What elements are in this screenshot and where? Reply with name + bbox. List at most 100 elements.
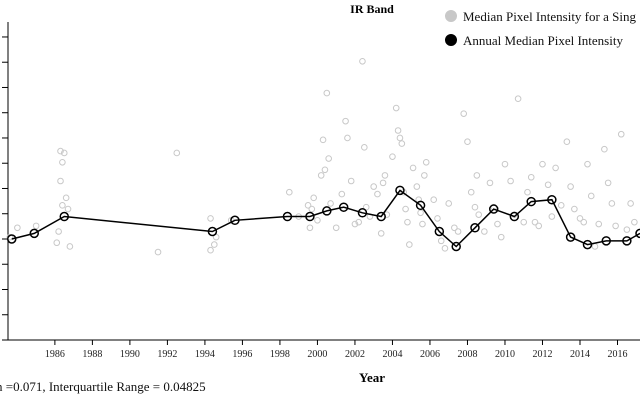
single-image-point [501, 160, 509, 168]
single-image-point [374, 190, 381, 198]
x-tick-label: 1994 [195, 349, 215, 360]
annual-median-point [395, 185, 405, 196]
single-image-point [552, 164, 559, 172]
annual-median-point [509, 211, 520, 222]
annual-median-point [547, 194, 557, 205]
single-image-point [413, 183, 421, 190]
single-image-point [351, 220, 359, 228]
annual-median-point [29, 228, 40, 239]
single-image-point [306, 224, 314, 232]
legend-label: Annual Median Pixel Intensity [463, 33, 623, 48]
annual-median-point [434, 226, 445, 237]
single-image-point [617, 130, 625, 138]
single-image-point [557, 202, 565, 209]
single-image-point [417, 209, 424, 217]
annual-median-point [230, 215, 240, 226]
single-image-point [507, 177, 514, 185]
single-image-point [527, 173, 535, 181]
single-image-point [154, 248, 162, 256]
single-image-point [57, 147, 64, 155]
single-image-point [535, 222, 543, 230]
annual-median-point [338, 202, 349, 212]
single-image-point [207, 246, 214, 254]
x-tick-label: 2002 [345, 349, 365, 360]
single-image-point [454, 228, 462, 235]
single-image-point [60, 149, 68, 157]
single-image-point [430, 196, 438, 204]
single-image-point [327, 200, 334, 207]
legend: Median Pixel Intensity for a Sing Annual … [445, 9, 636, 48]
single-image-point [422, 158, 430, 166]
annual-median-point [526, 196, 536, 207]
single-image-point [460, 110, 468, 117]
single-image-point [481, 228, 488, 235]
single-image-point [587, 192, 595, 200]
x-tick-label: 1998 [270, 349, 290, 360]
single-image-point [59, 158, 66, 166]
single-image-point [379, 179, 387, 187]
x-tick-label: 1986 [45, 349, 65, 360]
x-axis-title: Year [359, 370, 385, 385]
annual-median-point [488, 204, 499, 214]
single-image-point [389, 153, 396, 160]
chart-title: IR Band [350, 2, 394, 16]
x-tick-label: 1988 [82, 349, 102, 360]
single-image-point [451, 224, 458, 232]
single-image-point [392, 104, 400, 112]
single-image-point [14, 224, 21, 232]
single-image-point [404, 218, 411, 226]
single-image-point [310, 194, 317, 202]
single-image-point [563, 138, 571, 146]
single-image-point [57, 177, 64, 185]
x-tick-label: 2010 [495, 349, 515, 360]
single-image-point [608, 200, 616, 207]
single-image-point [441, 245, 449, 252]
single-image-point [347, 177, 355, 185]
single-image-point [567, 183, 574, 190]
single-image-point [584, 160, 591, 168]
x-tick-label: 1996 [232, 349, 252, 360]
single-image-point [59, 202, 66, 209]
single-image-point [383, 211, 391, 218]
single-image-point [531, 218, 539, 226]
single-image-point [32, 222, 40, 230]
footer-stats-text: n =0.071, Interquartile Range = 0.04825 [0, 379, 206, 394]
single-image-point [304, 202, 312, 209]
single-image-point [377, 230, 385, 237]
single-image-point [342, 117, 349, 125]
single-image-point [591, 243, 599, 250]
single-image-point [66, 243, 74, 250]
single-image-point [173, 149, 181, 157]
single-image-point [494, 220, 501, 228]
single-image-point [419, 220, 426, 228]
axes: 1986 1988 1990 1992 1994 1996 1998 2000 2002 2004… [2, 22, 640, 360]
single-image-point [520, 218, 528, 226]
single-image-point [6, 233, 14, 241]
single-image-point [612, 222, 619, 230]
single-image-point [319, 136, 327, 144]
single-image-point [53, 239, 61, 247]
single-image-point [323, 89, 331, 97]
annual-median-point [207, 226, 218, 237]
single-image-point [321, 166, 329, 174]
single-image-point [415, 196, 423, 204]
single-image-point [355, 218, 362, 226]
annual-median-point [357, 208, 368, 218]
single-image-point [548, 213, 556, 220]
single-image-point [409, 164, 417, 172]
single-image-point [631, 218, 638, 226]
annual-median-series [7, 185, 640, 252]
annual-median-line [11, 189, 640, 248]
annual-median-point [582, 239, 593, 250]
single-image-point [332, 224, 340, 232]
single-image-point [497, 233, 505, 241]
annual-median-point [322, 206, 332, 216]
legend-label: Median Pixel Intensity for a Sing [463, 9, 636, 24]
single-image-point [467, 188, 475, 196]
single-image-point [571, 205, 578, 213]
single-image-point [445, 200, 453, 207]
annual-median-point [305, 211, 315, 222]
annual-median-point [415, 200, 426, 211]
x-tick-label: 1992 [157, 349, 177, 360]
single-image-point [434, 215, 441, 222]
